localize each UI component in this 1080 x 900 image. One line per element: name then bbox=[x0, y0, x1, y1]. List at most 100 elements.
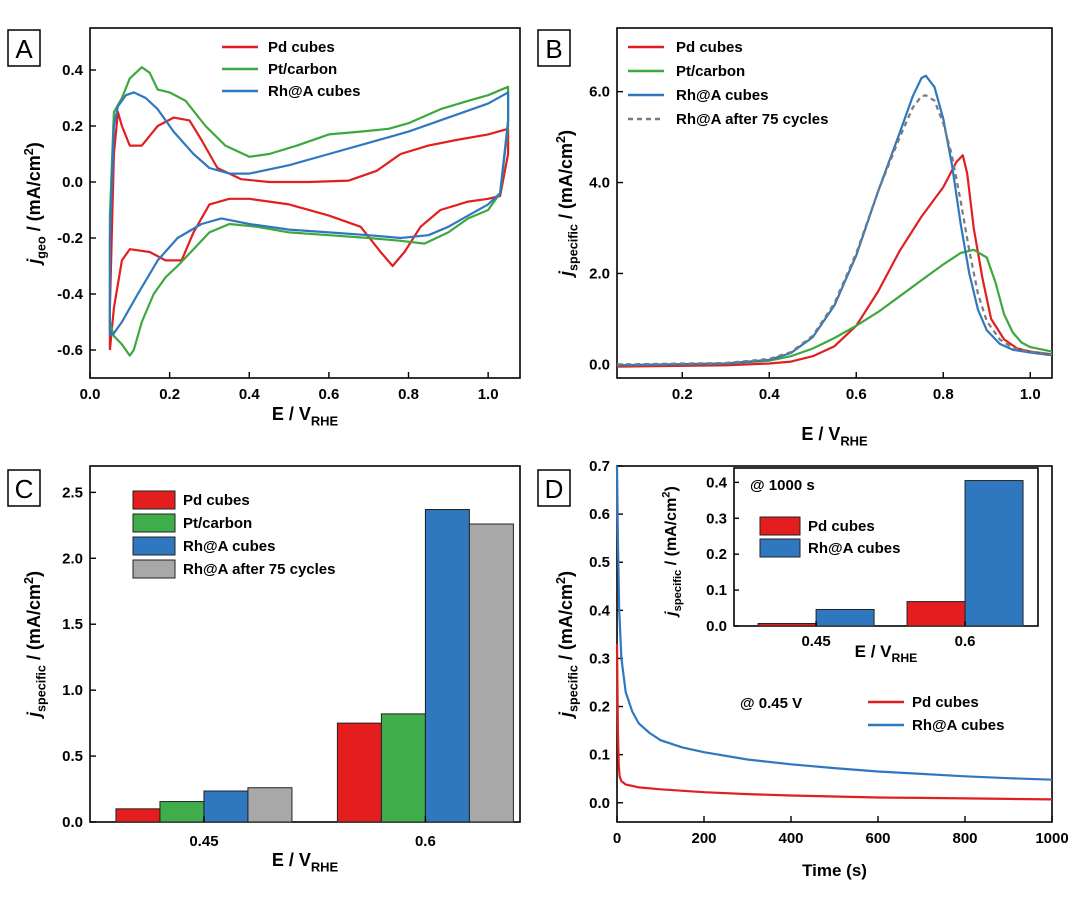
plot-frame bbox=[89, 465, 521, 823]
legend-entry: Pd cubes bbox=[183, 492, 250, 509]
bar-pd-cubes-0.6 bbox=[906, 601, 966, 627]
x-tick-label: 0.2 bbox=[159, 386, 180, 403]
inset-legend-swatch bbox=[759, 516, 801, 536]
inset-legend-entry: Rh@A cubes bbox=[808, 540, 900, 557]
y-tick-label: 0.5 bbox=[62, 748, 83, 765]
x-tick-label: 0.2 bbox=[672, 386, 693, 403]
plot-frame bbox=[733, 467, 1039, 627]
y-tick-label: -0.4 bbox=[57, 286, 84, 303]
legend-entry: Pt/carbon bbox=[268, 61, 337, 78]
x-tick-label: 0.6 bbox=[955, 633, 976, 650]
x-tick-label: 600 bbox=[865, 830, 890, 847]
bar-rh-a-cubes-0.6 bbox=[424, 509, 470, 823]
x-axis-label: E / VRHE bbox=[272, 404, 339, 428]
y-tick-label: 0.4 bbox=[589, 602, 611, 619]
bar-pt-carbon-0.45 bbox=[159, 801, 205, 823]
bar-rh-a-after-75-cycles-0.45 bbox=[247, 787, 293, 823]
y-tick-label: 0.2 bbox=[706, 546, 727, 563]
series-line-pt-carbon bbox=[616, 248, 1053, 367]
inset-legend-swatch bbox=[759, 538, 801, 558]
legend-swatch bbox=[132, 559, 176, 579]
legend-entry: Pd cubes bbox=[268, 39, 335, 56]
bar-rh-a-cubes-0.45 bbox=[203, 790, 249, 823]
y-tick-label: 0.1 bbox=[706, 582, 727, 599]
x-tick-label: 1.0 bbox=[1020, 386, 1041, 403]
x-tick-label: 200 bbox=[691, 830, 716, 847]
x-axis-label: E / VRHE bbox=[801, 424, 868, 448]
y-axis-label: jspecific / (mA/cm2) bbox=[22, 571, 49, 719]
panel-label: B bbox=[545, 34, 562, 64]
legend-entry: Rh@A cubes bbox=[268, 83, 360, 100]
y-tick-label: 0.0 bbox=[589, 356, 610, 373]
plot-frame bbox=[89, 27, 521, 379]
y-tick-label: 0.7 bbox=[589, 458, 610, 475]
y-tick-label: 0.4 bbox=[706, 474, 728, 491]
panel-label-box bbox=[7, 29, 41, 67]
y-tick-label: 0.2 bbox=[589, 699, 610, 716]
series-line-rh-a-cubes bbox=[615, 465, 1053, 781]
panel-label: C bbox=[15, 474, 34, 504]
legend-entry: Rh@A cubes bbox=[912, 717, 1004, 734]
x-axis-label: Time (s) bbox=[802, 861, 867, 880]
legend-swatch bbox=[132, 513, 176, 533]
inset-legend-entry: Pd cubes bbox=[808, 518, 875, 535]
series-line-pt-carbon bbox=[108, 66, 510, 357]
y-axis-label: jgeo / (mA/cm2) bbox=[22, 142, 49, 265]
y-tick-label: -0.6 bbox=[57, 342, 83, 359]
legend-entry: Rh@A after 75 cycles bbox=[183, 561, 335, 578]
bar-pd-cubes-0.45 bbox=[115, 808, 161, 823]
y-tick-label: 0.0 bbox=[62, 174, 83, 191]
y-tick-label: 0.2 bbox=[62, 118, 83, 135]
y-tick-label: 2.0 bbox=[62, 550, 83, 567]
x-tick-label: 800 bbox=[952, 830, 977, 847]
bar-pt-carbon-0.6 bbox=[380, 713, 426, 823]
series-line-pd-cubes bbox=[108, 110, 510, 351]
x-axis-label: E / VRHE bbox=[272, 850, 339, 874]
x-tick-label: 1.0 bbox=[478, 386, 499, 403]
y-axis-label: jspecific / (mA/cm2) bbox=[554, 130, 581, 278]
plot-frame bbox=[616, 27, 1053, 379]
series-line-pd-cubes bbox=[616, 154, 1053, 368]
x-tick-label: 0.8 bbox=[398, 386, 419, 403]
panel-label-box bbox=[537, 29, 571, 67]
legend-entry: Rh@A cubes bbox=[183, 538, 275, 555]
y-tick-label: 0.1 bbox=[589, 747, 610, 764]
inset-annotation: @ 1000 s bbox=[750, 477, 815, 494]
x-tick-label: 0.8 bbox=[933, 386, 954, 403]
panel-label-box bbox=[537, 469, 571, 507]
bar-rh-a-after-75-cycles-0.6 bbox=[468, 523, 514, 823]
x-tick-label: 1000 bbox=[1035, 830, 1068, 847]
panel-label: D bbox=[545, 474, 564, 504]
y-tick-label: -0.2 bbox=[57, 230, 83, 247]
y-tick-label: 0.4 bbox=[62, 62, 84, 79]
y-tick-label: 0.0 bbox=[62, 814, 83, 831]
series-line-rh-a-after-75-cycles bbox=[616, 94, 1053, 366]
y-tick-label: 0.0 bbox=[706, 618, 727, 635]
y-tick-label: 2.5 bbox=[62, 484, 83, 501]
x-tick-label: 0.0 bbox=[80, 386, 101, 403]
annotation: @ 0.45 V bbox=[740, 695, 802, 712]
y-tick-label: 1.5 bbox=[62, 616, 83, 633]
inset-x-axis-label: E / VRHE bbox=[855, 642, 918, 665]
inset-y-axis-label: jspecific / (mA/cm2) bbox=[661, 486, 684, 618]
x-tick-label: 0.4 bbox=[759, 386, 781, 403]
legend-entry: Pt/carbon bbox=[676, 63, 745, 80]
y-tick-label: 4.0 bbox=[589, 175, 610, 192]
y-axis-label: jspecific / (mA/cm2) bbox=[554, 571, 581, 719]
y-tick-label: 2.0 bbox=[589, 265, 610, 282]
legend-swatch bbox=[132, 536, 176, 556]
bar-rh-a-cubes-0.6 bbox=[964, 480, 1024, 627]
legend-entry: Pd cubes bbox=[676, 39, 743, 56]
x-tick-label: 400 bbox=[778, 830, 803, 847]
x-tick-label: 0.45 bbox=[801, 633, 830, 650]
series-line-pd-cubes bbox=[615, 643, 1053, 801]
x-tick-label: 0.6 bbox=[846, 386, 867, 403]
x-tick-label: 0.6 bbox=[415, 833, 436, 850]
y-tick-label: 0.3 bbox=[706, 510, 727, 527]
y-tick-label: 6.0 bbox=[589, 84, 610, 101]
x-tick-label: 0.6 bbox=[318, 386, 339, 403]
y-tick-label: 0.6 bbox=[589, 506, 610, 523]
legend-entry: Pd cubes bbox=[912, 694, 979, 711]
bar-pd-cubes-0.6 bbox=[336, 722, 382, 823]
